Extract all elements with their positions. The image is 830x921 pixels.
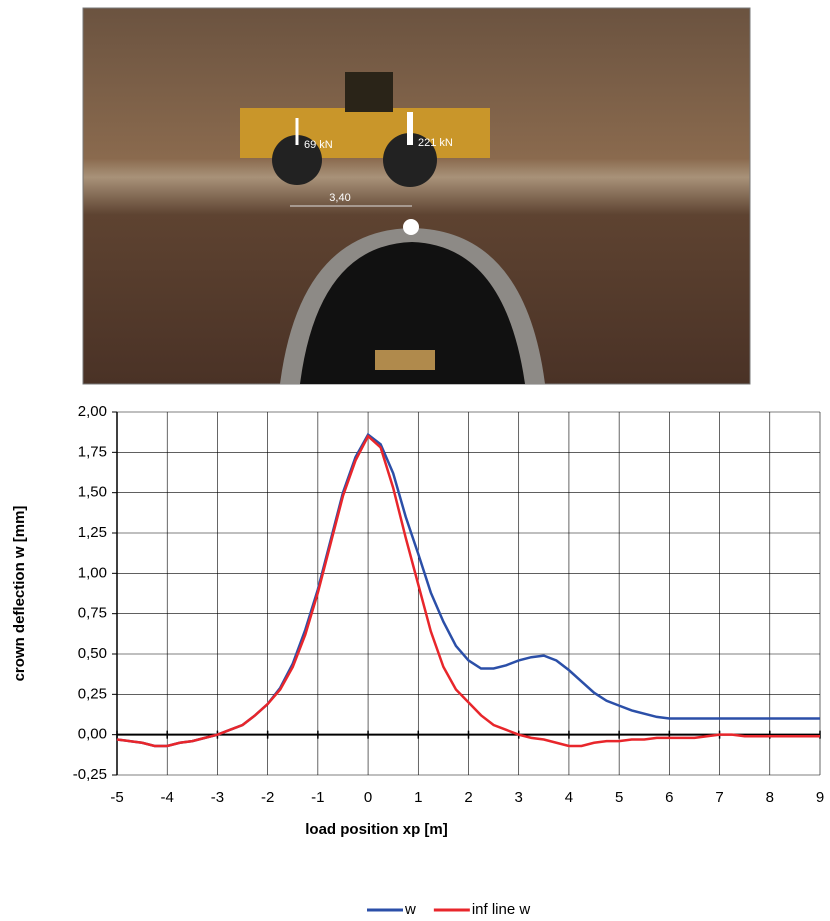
legend-label: w xyxy=(404,901,416,918)
photo-label: 3,40 xyxy=(329,192,350,204)
legend-label: inf line w xyxy=(472,901,531,918)
y-tick-label: 0,00 xyxy=(78,726,107,743)
x-tick-label: -1 xyxy=(311,789,324,806)
x-tick-label: -2 xyxy=(261,789,274,806)
y-tick-label: 1,75 xyxy=(78,443,107,460)
x-tick-label: 5 xyxy=(615,789,623,806)
y-tick-label: 1,00 xyxy=(78,564,107,581)
y-tick-label: 0,50 xyxy=(78,645,107,662)
x-tick-label: 4 xyxy=(565,789,573,806)
y-tick-label: -0,25 xyxy=(73,766,107,783)
x-tick-label: 3 xyxy=(515,789,523,806)
x-tick-label: 1 xyxy=(414,789,422,806)
y-tick-label: 1,25 xyxy=(78,524,107,541)
y-tick-label: 0,75 xyxy=(78,605,107,622)
y-axis-title: crown deflection w [mm] xyxy=(11,506,28,682)
photo: 69 kN 221 kN 3,40 xyxy=(82,7,751,385)
x-tick-label: 9 xyxy=(816,789,824,806)
y-tick-label: 2,00 xyxy=(78,403,107,420)
photo-label: 221 kN xyxy=(418,137,453,149)
series-line xyxy=(116,434,820,748)
x-tick-label: 2 xyxy=(464,789,472,806)
x-axis-title: load position xp [m] xyxy=(305,821,448,838)
x-tick-label: -5 xyxy=(110,789,123,806)
y-tick-label: 0,25 xyxy=(78,685,107,702)
x-tick-label: 7 xyxy=(715,789,723,806)
x-tick-label: 6 xyxy=(665,789,673,806)
photo-label: 69 kN xyxy=(304,139,333,151)
x-tick-label: -4 xyxy=(161,789,174,806)
x-tick-label: -3 xyxy=(211,789,224,806)
x-tick-label: 0 xyxy=(364,789,372,806)
x-tick-label: 8 xyxy=(766,789,774,806)
y-tick-label: 1,50 xyxy=(78,484,107,501)
